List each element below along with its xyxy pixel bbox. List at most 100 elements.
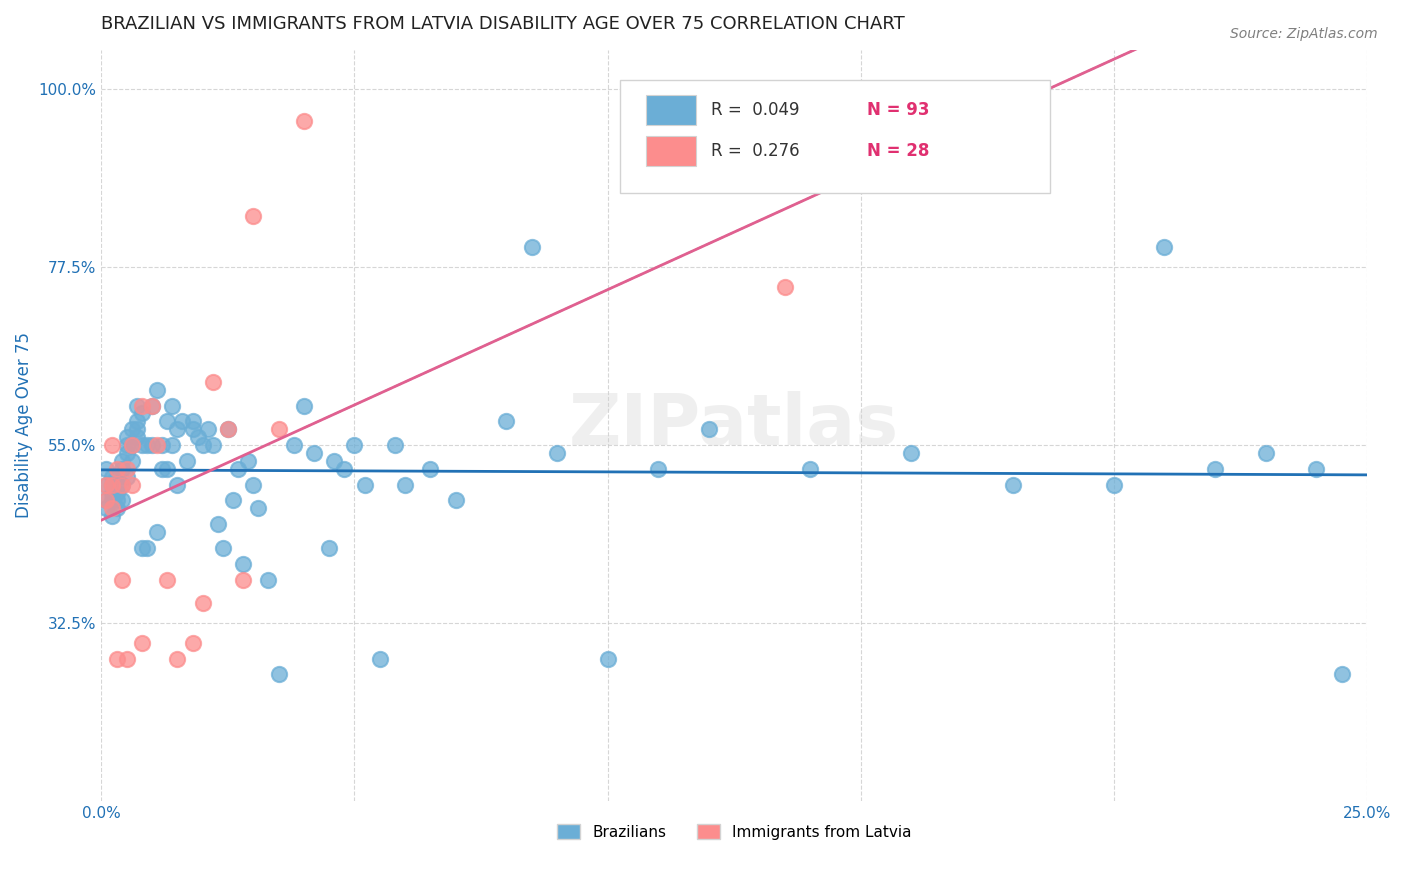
Point xyxy=(318,541,340,555)
Point xyxy=(111,477,134,491)
Text: R =  0.276: R = 0.276 xyxy=(711,142,800,161)
Point xyxy=(125,399,148,413)
Point xyxy=(176,454,198,468)
Point xyxy=(323,454,346,468)
Point xyxy=(419,462,441,476)
Text: N = 28: N = 28 xyxy=(868,142,929,161)
Point xyxy=(900,446,922,460)
Point xyxy=(232,557,254,571)
Legend: Brazilians, Immigrants from Latvia: Brazilians, Immigrants from Latvia xyxy=(551,818,917,846)
Point xyxy=(799,462,821,476)
Point xyxy=(131,399,153,413)
Point xyxy=(292,399,315,413)
Point xyxy=(191,596,214,610)
Point xyxy=(166,651,188,665)
Point xyxy=(520,240,543,254)
Point xyxy=(111,454,134,468)
Point xyxy=(222,493,245,508)
Point xyxy=(1204,462,1226,476)
Point xyxy=(394,477,416,491)
Point xyxy=(131,438,153,452)
Point xyxy=(1153,240,1175,254)
Point xyxy=(105,477,128,491)
Point xyxy=(150,438,173,452)
Point xyxy=(162,438,184,452)
Point xyxy=(100,485,122,500)
Point xyxy=(333,462,356,476)
Point xyxy=(121,454,143,468)
Point xyxy=(111,477,134,491)
Point xyxy=(1001,477,1024,491)
Point xyxy=(115,446,138,460)
Point xyxy=(207,517,229,532)
Point xyxy=(197,422,219,436)
Point xyxy=(1305,462,1327,476)
Point xyxy=(187,430,209,444)
Text: ZIPatlas: ZIPatlas xyxy=(569,391,900,460)
Point xyxy=(100,438,122,452)
Point xyxy=(267,667,290,681)
Point xyxy=(131,541,153,555)
Point xyxy=(546,446,568,460)
Point xyxy=(1330,667,1353,681)
Text: Source: ZipAtlas.com: Source: ZipAtlas.com xyxy=(1230,27,1378,41)
Point xyxy=(238,454,260,468)
Point xyxy=(156,462,179,476)
Point xyxy=(773,280,796,294)
Point xyxy=(141,399,163,413)
Point xyxy=(257,573,280,587)
Point xyxy=(111,493,134,508)
Point xyxy=(146,525,169,540)
Point xyxy=(201,375,224,389)
Point xyxy=(131,636,153,650)
Point xyxy=(162,399,184,413)
Point xyxy=(226,462,249,476)
Point xyxy=(105,501,128,516)
Point xyxy=(292,114,315,128)
Point xyxy=(146,438,169,452)
Point xyxy=(96,477,118,491)
Point xyxy=(166,477,188,491)
Point xyxy=(181,414,204,428)
Point xyxy=(384,438,406,452)
Point xyxy=(141,399,163,413)
Point xyxy=(100,493,122,508)
Point xyxy=(267,422,290,436)
Point xyxy=(242,209,264,223)
Point xyxy=(131,407,153,421)
Point xyxy=(232,573,254,587)
Point xyxy=(105,485,128,500)
Point xyxy=(125,430,148,444)
Point xyxy=(217,422,239,436)
Point xyxy=(115,651,138,665)
Point xyxy=(146,383,169,397)
Point xyxy=(444,493,467,508)
Y-axis label: Disability Age Over 75: Disability Age Over 75 xyxy=(15,333,32,518)
Point xyxy=(191,438,214,452)
Point xyxy=(115,430,138,444)
Point xyxy=(136,438,159,452)
Point xyxy=(100,477,122,491)
Point xyxy=(166,422,188,436)
Point xyxy=(201,438,224,452)
Point xyxy=(141,438,163,452)
Text: BRAZILIAN VS IMMIGRANTS FROM LATVIA DISABILITY AGE OVER 75 CORRELATION CHART: BRAZILIAN VS IMMIGRANTS FROM LATVIA DISA… xyxy=(101,15,905,33)
Point xyxy=(121,438,143,452)
Point xyxy=(100,501,122,516)
Point xyxy=(495,414,517,428)
Point xyxy=(302,446,325,460)
Point xyxy=(115,462,138,476)
Point xyxy=(136,541,159,555)
Point xyxy=(121,422,143,436)
Point xyxy=(105,493,128,508)
Point xyxy=(96,462,118,476)
Point xyxy=(96,477,118,491)
Point xyxy=(125,422,148,436)
Point xyxy=(115,469,138,483)
Point xyxy=(96,501,118,516)
Point xyxy=(100,469,122,483)
FancyBboxPatch shape xyxy=(645,95,696,125)
Point xyxy=(100,477,122,491)
Point xyxy=(105,462,128,476)
Point xyxy=(156,414,179,428)
